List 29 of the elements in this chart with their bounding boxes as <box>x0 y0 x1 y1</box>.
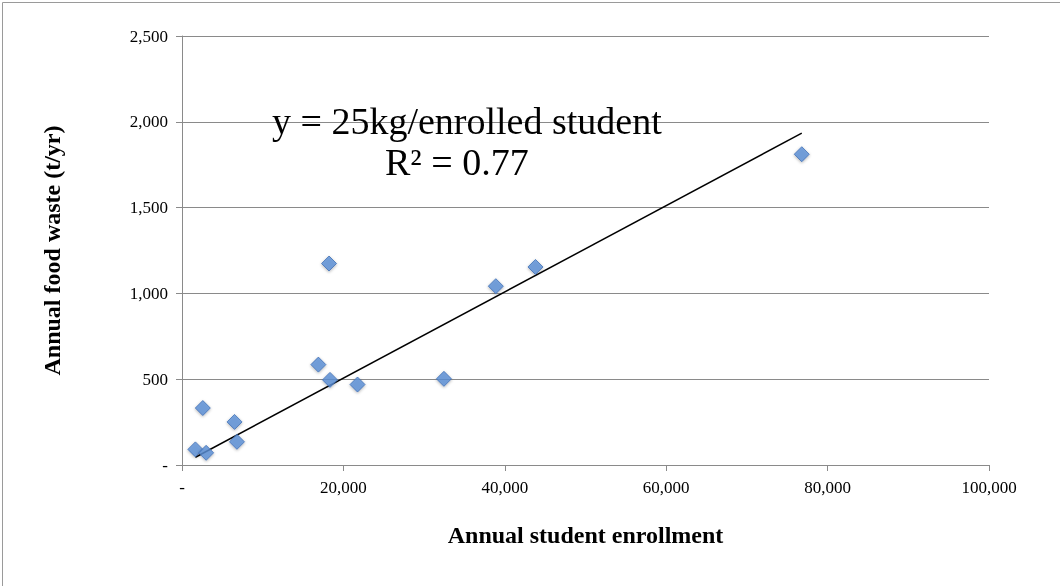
point <box>228 433 245 450</box>
x-tick-label: 40,000 <box>481 478 529 497</box>
x-axis-title: Annual student enrollment <box>447 522 724 548</box>
y-tick-label: - <box>162 455 169 475</box>
y-tick-label: 2,000 <box>129 112 168 132</box>
x-tick-label: 60,000 <box>642 478 690 497</box>
y-tick-label: 1,000 <box>129 283 168 303</box>
y-tick-label: 2,500 <box>129 26 168 46</box>
y-tick-label: 500 <box>142 369 168 389</box>
x-tick-label: - <box>179 478 186 497</box>
point <box>793 146 810 163</box>
point <box>187 441 204 458</box>
annotation: y = 25kg/enrolled student <box>272 100 663 142</box>
y-tick-label: 1,500 <box>129 198 168 218</box>
point <box>321 255 338 272</box>
point <box>310 356 327 373</box>
x-tick-label: 20,000 <box>320 478 367 497</box>
point <box>527 258 544 275</box>
point <box>435 370 452 387</box>
annotation: R² = 0.77 <box>385 141 529 183</box>
point <box>322 371 338 388</box>
point <box>226 413 243 430</box>
point <box>198 444 215 461</box>
x-tick-label: 80,000 <box>804 478 851 497</box>
point <box>487 278 504 295</box>
point <box>349 376 366 393</box>
y-axis-title: Annual food waste (t/yr) <box>39 125 65 376</box>
x-tick-label: 100,000 <box>961 478 1017 497</box>
point <box>194 400 211 417</box>
